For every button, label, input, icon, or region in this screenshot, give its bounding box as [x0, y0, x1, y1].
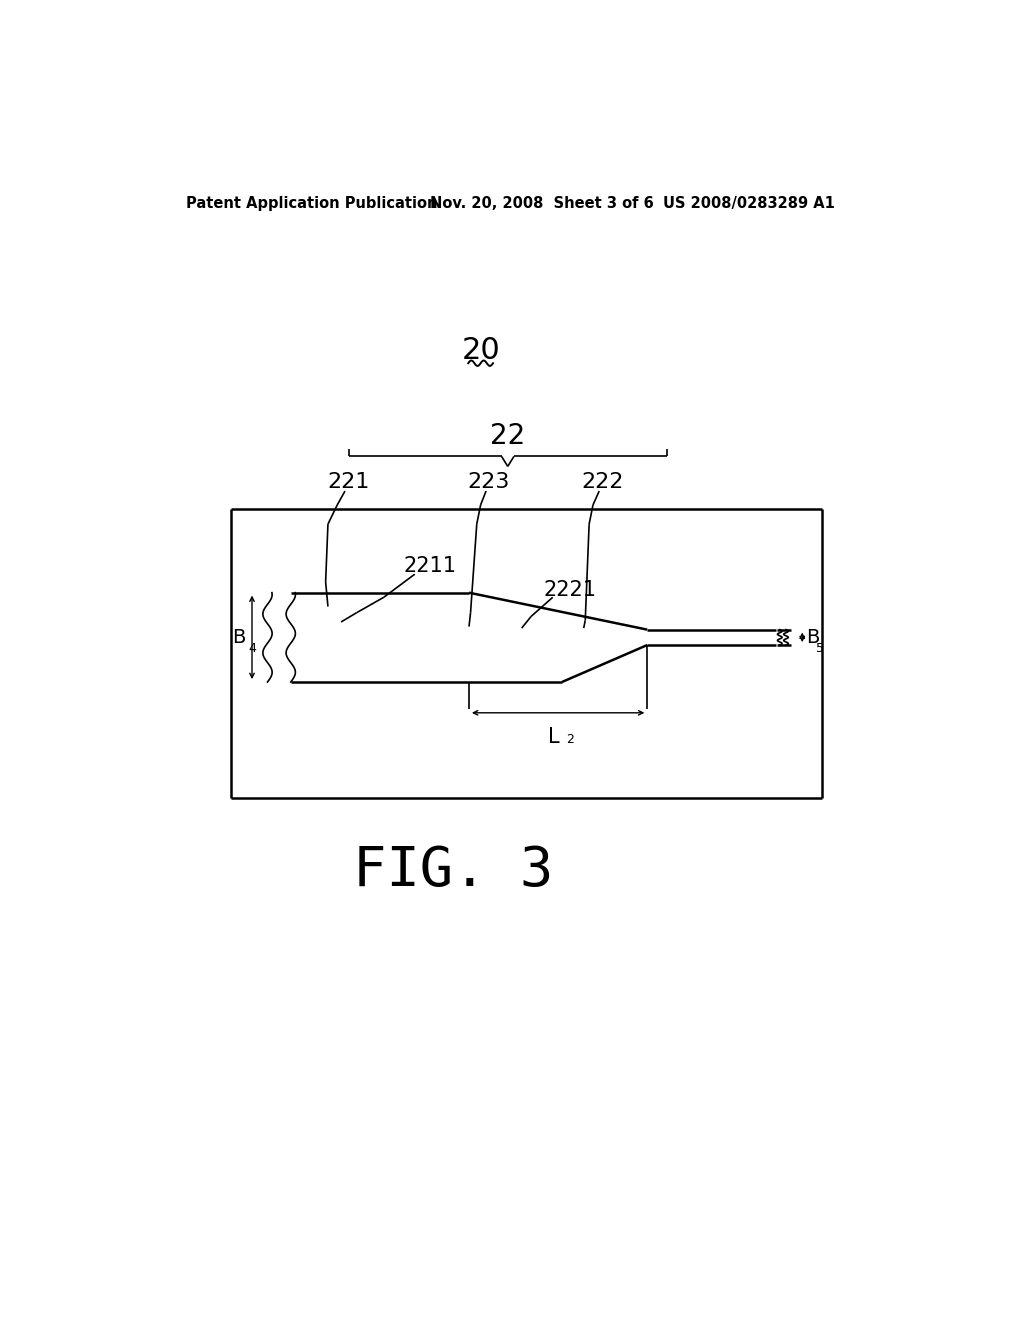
Text: Patent Application Publication: Patent Application Publication [186, 195, 437, 211]
Text: 22: 22 [490, 421, 525, 450]
Text: 223: 223 [467, 471, 510, 492]
Text: B: B [232, 628, 246, 647]
Text: 4: 4 [248, 642, 256, 655]
Text: 2: 2 [566, 733, 573, 746]
Text: FIG. 3: FIG. 3 [353, 843, 554, 898]
Text: 5: 5 [816, 642, 824, 655]
Text: B: B [806, 628, 819, 647]
Text: 2211: 2211 [403, 557, 457, 577]
Text: 221: 221 [328, 471, 370, 492]
Text: 222: 222 [581, 471, 624, 492]
Text: 2221: 2221 [544, 579, 596, 599]
Text: US 2008/0283289 A1: US 2008/0283289 A1 [663, 195, 835, 211]
Text: 20: 20 [461, 337, 500, 366]
Text: L: L [549, 726, 560, 747]
Text: Nov. 20, 2008  Sheet 3 of 6: Nov. 20, 2008 Sheet 3 of 6 [430, 195, 654, 211]
